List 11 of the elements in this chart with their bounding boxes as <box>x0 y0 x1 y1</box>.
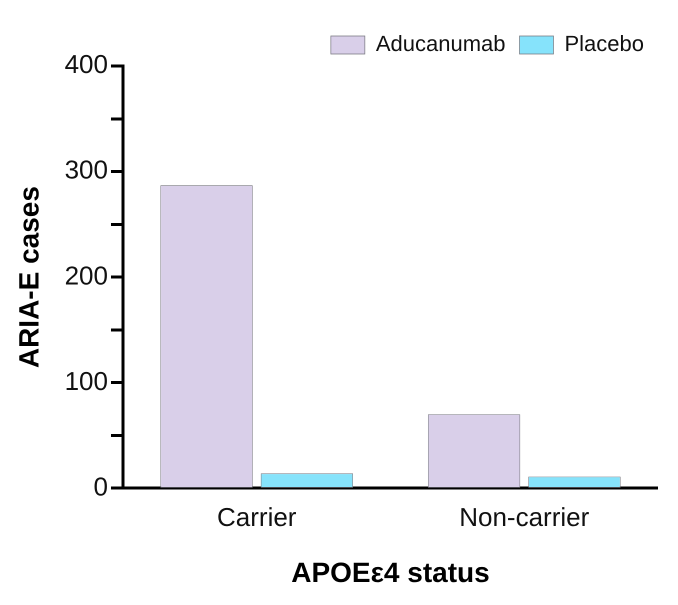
y-tick-label: 0 <box>94 471 108 502</box>
x-tick-label: Non-carrier <box>459 502 590 532</box>
y-tick-label: 400 <box>64 49 108 80</box>
x-tick-label: Carrier <box>217 502 297 532</box>
y-tick-label: 200 <box>64 260 108 290</box>
x-axis-title: APOEε4 status <box>291 556 490 588</box>
y-tick-label: 100 <box>64 366 108 396</box>
y-tick-label: 300 <box>64 154 108 185</box>
legend-label: Aducanumab <box>376 31 506 56</box>
legend-label: Placebo <box>564 31 644 56</box>
y-axis-title: ARIA-E cases <box>14 186 45 368</box>
